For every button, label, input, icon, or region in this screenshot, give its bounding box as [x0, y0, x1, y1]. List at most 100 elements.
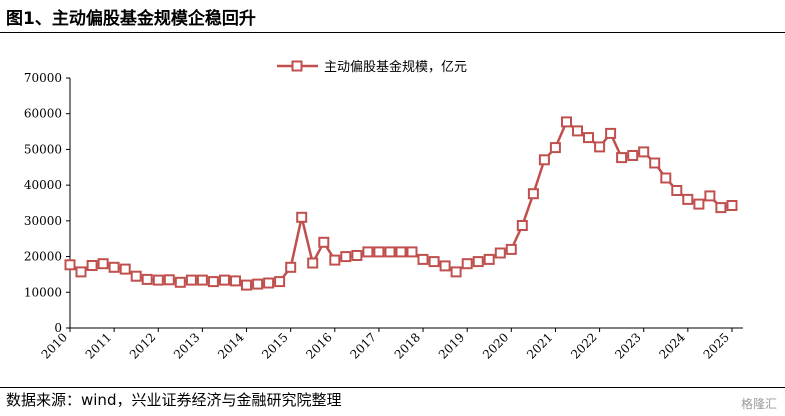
- x-tick-label: 2025: [701, 330, 732, 361]
- figure-title: 图1、主动偏股基金规模企稳回升: [6, 9, 256, 29]
- data-point: [318, 236, 330, 248]
- data-point: [428, 256, 440, 268]
- data-point: [64, 259, 76, 271]
- source-divider: [0, 387, 785, 388]
- data-point: [141, 273, 153, 285]
- y-axis-ticks: 0 10000 20000 30000 40000 50000 60000 70000: [24, 71, 70, 335]
- data-point: [263, 277, 275, 289]
- data-point: [726, 200, 738, 211]
- data-point: [693, 198, 705, 210]
- legend-label: 主动偏股基金规模，亿元: [324, 59, 467, 75]
- series-polyline: [69, 120, 733, 287]
- x-tick-label: 2017: [348, 330, 379, 361]
- x-tick-label: 2019: [436, 330, 467, 361]
- data-point: [472, 256, 484, 268]
- data-point: [561, 116, 572, 128]
- data-point: [450, 266, 462, 278]
- x-tick-label: 2015: [259, 330, 290, 361]
- data-point: [715, 202, 727, 214]
- legend-marker: [291, 60, 303, 72]
- data-point: [207, 276, 219, 288]
- data-point: [704, 190, 716, 202]
- data-point: [185, 274, 197, 286]
- data-point: [130, 270, 142, 282]
- data-point: [594, 141, 606, 153]
- y-tick-label: 40000: [24, 178, 62, 192]
- watermark: 格隆汇: [740, 397, 777, 411]
- data-point: [351, 250, 363, 261]
- data-point: [538, 154, 550, 166]
- data-point: [340, 251, 352, 263]
- data-point: [152, 274, 164, 286]
- data-point: [505, 243, 517, 255]
- data-point: [174, 276, 186, 288]
- data-point: [527, 188, 539, 200]
- data-point: [362, 246, 374, 258]
- data-point: [163, 274, 175, 286]
- data-point: [583, 132, 594, 144]
- data-point: [483, 253, 495, 265]
- x-tick-label: 2020: [480, 330, 511, 361]
- y-tick-label: 70000: [24, 71, 62, 85]
- data-point: [119, 263, 131, 275]
- source-note: 数据来源：wind，兴业证券经济与金融研究院整理: [6, 391, 342, 409]
- data-point: [406, 246, 418, 258]
- data-point: [616, 152, 628, 164]
- y-tick-label: 50000: [24, 142, 62, 156]
- title-divider: [0, 32, 785, 33]
- x-tick-label: 2022: [568, 330, 599, 361]
- data-point: [252, 278, 264, 290]
- y-tick-label: 20000: [24, 250, 62, 264]
- data-point: [230, 275, 241, 287]
- data-point: [461, 258, 473, 270]
- data-point: [329, 254, 341, 266]
- x-tick-label: 2010: [39, 330, 70, 361]
- data-point: [649, 157, 661, 169]
- data-point: [627, 150, 639, 161]
- data-point: [285, 261, 297, 273]
- data-point: [97, 258, 109, 270]
- data-point: [86, 260, 98, 271]
- data-point: [307, 257, 319, 269]
- x-tick-label: 2011: [83, 330, 114, 361]
- data-point: [373, 246, 385, 258]
- x-tick-label: 2014: [215, 330, 247, 362]
- data-point: [274, 276, 286, 288]
- data-point: [241, 279, 252, 291]
- legend: 主动偏股基金规模，亿元: [277, 59, 467, 75]
- data-point: [395, 246, 407, 258]
- data-point: [75, 266, 87, 278]
- data-point: [638, 146, 650, 158]
- series-markers: [64, 116, 738, 291]
- data-point: [196, 274, 208, 286]
- y-tick-label: 30000: [24, 214, 62, 228]
- x-axis-ticks: 2010 2011 2012 2013 2014 2015 2016 2017 2018 2019…: [39, 328, 733, 362]
- data-point: [219, 274, 230, 286]
- data-point: [384, 246, 396, 258]
- x-tick-label: 2024: [656, 330, 688, 362]
- x-tick-label: 2023: [612, 330, 643, 361]
- data-point: [605, 127, 617, 139]
- data-point: [682, 193, 694, 205]
- data-point: [108, 261, 120, 273]
- data-point: [549, 142, 561, 154]
- x-tick-label: 2016: [303, 330, 334, 361]
- data-point: [671, 185, 683, 196]
- data-point: [296, 211, 308, 223]
- series-line: [69, 120, 733, 287]
- data-point: [417, 253, 429, 265]
- data-point: [439, 260, 451, 272]
- y-tick-label: 10000: [24, 285, 62, 299]
- y-tick-label: 60000: [24, 107, 62, 121]
- x-tick-label: 2021: [524, 330, 555, 361]
- line-chart: 0 10000 20000 30000 40000 50000 60000 70000 201…: [24, 59, 743, 362]
- data-point: [516, 220, 528, 231]
- x-tick-label: 2013: [171, 330, 202, 361]
- y-tick-label: 0: [54, 321, 62, 335]
- data-point: [572, 125, 583, 137]
- x-tick-label: 2018: [392, 330, 423, 361]
- x-tick-label: 2012: [127, 330, 158, 361]
- data-point: [660, 172, 672, 184]
- data-point: [494, 247, 506, 259]
- axes: [69, 78, 743, 329]
